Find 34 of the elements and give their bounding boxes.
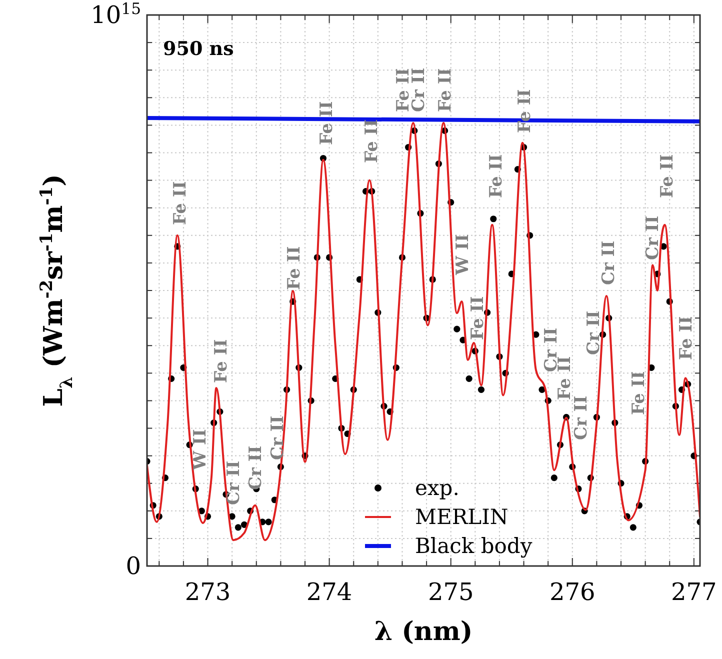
legend-label: MERLIN [415,505,508,529]
annotation: Fe II [170,181,191,225]
annotation: Fe II [316,101,337,145]
x-tick-label: 275 [428,578,474,606]
annotation: Fe II [212,339,232,383]
annotation: Cr II [224,460,244,505]
annotation: Cr II [268,416,288,460]
x-axis-title: λ (nm) [374,617,473,647]
y-tick-label: 10$^{15}$ [90,0,141,29]
annotation: Cr II [584,310,604,355]
legend-label: Black body [415,534,532,558]
x-tick-label: 274 [306,578,352,606]
legend-label: exp. [415,476,460,500]
annotation: Fe II [436,68,456,112]
annotation: Fe II [284,246,304,290]
x-tick-label: 273 [184,578,231,606]
y-tick-label: 0 [126,552,141,580]
annotation: Fe II [486,154,506,198]
annotation: Cr II [246,446,266,490]
annotation: W II [452,234,473,276]
annotation: Fe II [676,316,697,360]
annotation: Fe II [468,296,488,340]
annotation: Cr II [408,68,429,112]
x-tick-label: 277 [671,578,717,606]
annotation: Cr II [599,240,620,285]
x-tick-label: 276 [549,578,596,606]
annotation: Fe II [362,119,382,163]
annotation: 950 ns [163,38,234,60]
annotation: Fe II [514,89,535,133]
annotation: W II [190,429,211,471]
annotation: Fe II [658,154,678,198]
annotation: Fe II [628,371,649,415]
annotation: Cr II [643,216,664,260]
annotation: Cr II [571,396,592,440]
